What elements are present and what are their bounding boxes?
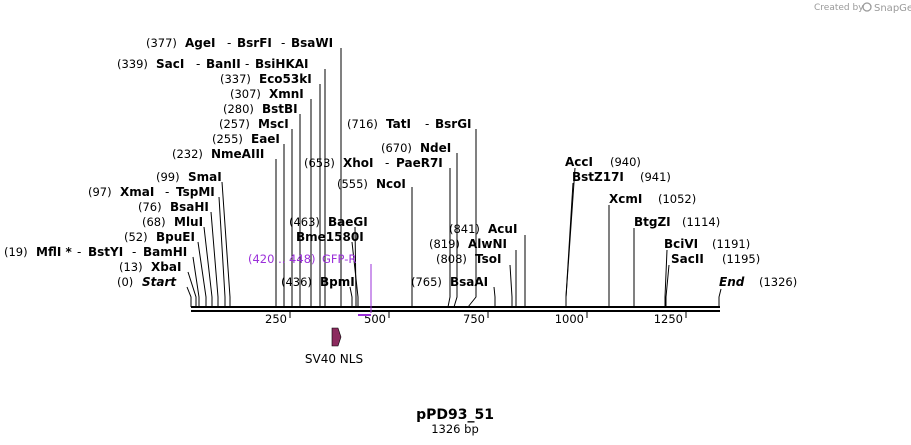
- feature-arrow-sv40-nls[interactable]: [331, 327, 342, 347]
- tick-750: 750: [463, 312, 485, 326]
- enzyme-label-xcmi[interactable]: XcmI (1052): [609, 188, 696, 207]
- plasmid-length: 1326 bp: [431, 422, 479, 436]
- cut-line-xbai: [187, 271, 197, 307]
- cut-line-bme1580i: [351, 241, 359, 307]
- enzyme-label-bcivi[interactable]: BciVI (1191): [664, 233, 750, 252]
- cut-line-mfli: [192, 256, 200, 307]
- cut-site-lines: [186, 48, 722, 308]
- tick-250: 250: [265, 312, 287, 326]
- enzyme-label-ndei[interactable]: (670) NdeI: [381, 137, 451, 156]
- enzyme-label-eaei[interactable]: (255) EaeI: [212, 128, 280, 147]
- cut-line-xmai: [218, 196, 226, 307]
- cut-line-bpuei: [197, 241, 207, 307]
- brand-prefix: Created by: [814, 3, 864, 13]
- enzyme-label-end[interactable]: End (1326): [719, 271, 797, 290]
- enzyme-label-saci[interactable]: (339) SacI - BanII - BsiHKAI: [117, 53, 309, 72]
- enzyme-label-sacii[interactable]: SacII (1195): [671, 248, 760, 267]
- cut-line-ndei: [453, 153, 458, 308]
- cut-line-acci: [565, 167, 576, 307]
- enzyme-label-bpmi[interactable]: (436) BpmI: [281, 271, 355, 290]
- enzyme-label-mfli[interactable]: (19) MflI * - BstYI - BamHI: [4, 241, 187, 260]
- enzyme-label-xbai[interactable]: (13) XbaI: [119, 256, 181, 275]
- cut-line-sacii: [665, 264, 670, 307]
- enzyme-label-mlui[interactable]: (68) MluI: [142, 211, 203, 230]
- cut-line-bsaai: [493, 286, 496, 307]
- snapgene-logo-icon: [862, 2, 872, 12]
- cut-line-tsoi: [509, 264, 513, 307]
- cut-line-bcivi: [664, 249, 668, 307]
- brand-name: SnapGene: [874, 3, 911, 14]
- enzyme-label-acci[interactable]: AccI (940): [565, 151, 641, 170]
- enzyme-label-xmai[interactable]: (97) XmaI - TspMI: [88, 181, 215, 200]
- enzyme-label-baegi[interactable]: (463) BaeGI: [289, 211, 368, 230]
- enzyme-label-eco53ki[interactable]: (337) Eco53kI: [220, 68, 312, 87]
- cut-line-tati: [467, 129, 477, 308]
- cut-line-xhoi: [447, 168, 451, 308]
- enzyme-label-bsahi[interactable]: (76) BsaHI: [138, 196, 209, 215]
- cut-line-end: [718, 288, 722, 307]
- cut-line-bpmi: [349, 286, 353, 307]
- scale-ticks: [289, 312, 687, 318]
- enzyme-label-bme1580i[interactable]: Bme1580I: [296, 230, 364, 244]
- enzyme-label-msci[interactable]: (257) MscI: [219, 113, 289, 132]
- enzyme-label-nmeaiii[interactable]: (232) NmeAIII: [172, 143, 264, 162]
- enzyme-label-bpuei[interactable]: (52) BpuEI: [124, 226, 195, 245]
- enzyme-label-bsaai[interactable]: (765) BsaAI: [411, 271, 488, 290]
- primer-gfp-r[interactable]: (420 .. 448) GFP-R: [248, 252, 372, 316]
- enzyme-label-tsoi[interactable]: (808) TsoI: [436, 248, 501, 267]
- enzyme-label-btgzi[interactable]: BtgZI (1114): [634, 211, 720, 230]
- enzyme-label-tati[interactable]: (716) TatI - BsrGI: [347, 113, 472, 132]
- enzyme-label-start[interactable]: (0) Start: [117, 271, 177, 290]
- feature-label-sv40-nls: SV40 NLS: [305, 352, 363, 366]
- backbone-bottom-strand: [191, 310, 720, 312]
- cut-line-mlui: [203, 226, 213, 307]
- enzyme-label-ncoi[interactable]: (555) NcoI: [337, 173, 406, 192]
- enzyme-label-bstbi[interactable]: (280) BstBI: [223, 98, 298, 117]
- enzyme-label-agei[interactable]: (377) AgeI - BsrFI - BsaWI: [146, 32, 333, 51]
- enzyme-label-xhoi[interactable]: (653) XhoI - PaeR7I: [304, 152, 443, 171]
- enzyme-label-xmni[interactable]: (307) XmnI: [230, 83, 304, 102]
- cut-line-bstz17i: [565, 182, 574, 307]
- enzyme-label-acui[interactable]: (841) AcuI: [449, 218, 517, 237]
- primer-range: (420 .. 448): [248, 252, 316, 266]
- enzyme-label-smai[interactable]: (99) SmaI: [156, 166, 222, 185]
- cut-line-baegi: [354, 226, 357, 307]
- cut-line-bsahi: [210, 211, 219, 307]
- cut-line-start: [186, 286, 192, 307]
- tick-1250: 1250: [654, 312, 683, 326]
- plasmid-name: pPD93_51: [416, 407, 494, 423]
- backbone-top-strand: [191, 306, 720, 308]
- primer-name: GFP-R: [322, 252, 356, 266]
- cut-line-smai: [221, 181, 231, 307]
- enzyme-label-bstz17i[interactable]: BstZ17I (941): [572, 166, 671, 185]
- enzyme-label-alwni[interactable]: (819) AlwNI: [429, 233, 507, 252]
- tick-1000: 1000: [555, 312, 584, 326]
